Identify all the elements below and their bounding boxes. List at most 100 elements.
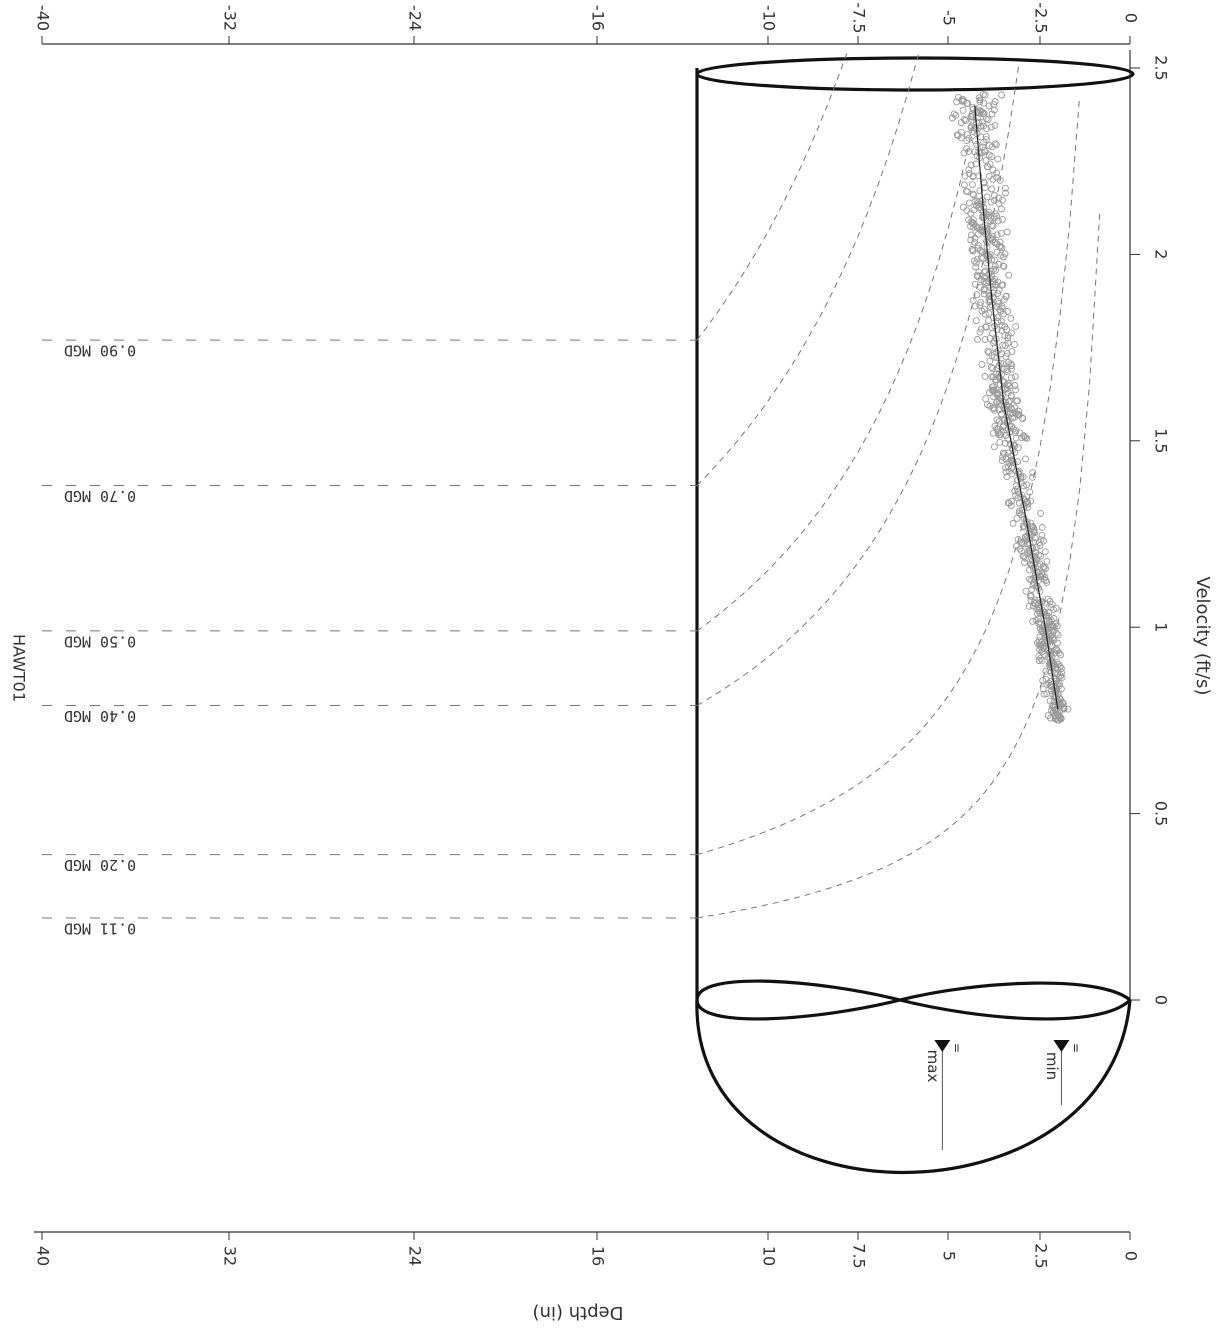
flow-curve-label: 0.40 MGD [64,707,136,725]
data-point [960,181,968,189]
data-point [991,98,999,105]
data-point [1026,546,1033,554]
depth-tick-label-bottom: 32 [221,1246,240,1266]
data-point [963,137,971,145]
level-marker-sublabel: = [950,1043,964,1053]
data-point [994,314,1002,322]
data-point [1039,648,1047,655]
data-point [1001,250,1009,258]
data-point [1042,667,1050,675]
data-point [983,193,991,201]
data-point [1035,657,1043,664]
flow-curve [696,49,849,341]
data-point [1020,515,1028,523]
data-point [977,283,985,291]
data-point [1046,697,1054,705]
data-point [1043,690,1051,698]
data-point [973,223,981,231]
data-point [985,349,993,357]
velocity-tick-label: 0 [1152,995,1171,1005]
data-point [989,166,997,174]
data-point [997,317,1005,325]
data-point [1055,682,1063,690]
data-point [1045,608,1053,616]
data-point [983,259,991,267]
data-point [971,238,979,246]
data-point [959,203,967,211]
data-point [972,160,980,168]
data-point [1022,455,1029,463]
data-point [1024,500,1032,508]
data-point [1004,463,1012,471]
depth-tick-label-bottom: 7.5 [850,1243,869,1268]
data-point [992,141,1000,149]
data-point [1055,711,1063,719]
data-point [1018,547,1026,555]
level-marker-label: max [924,1050,942,1083]
data-point [953,98,961,106]
data-point [1027,519,1035,527]
data-point [968,181,976,189]
data-point [1012,386,1020,394]
depth-tick-label-top: -7.5 [850,2,869,33]
data-point [1036,621,1044,628]
data-point [968,219,976,226]
data-point [1004,499,1012,507]
data-point [1038,638,1046,646]
data-point [979,118,987,126]
data-point [980,227,988,235]
data-point [999,453,1007,461]
data-point [971,280,979,288]
data-point [990,443,998,451]
data-point [1005,417,1013,425]
data-point [981,335,989,343]
data-point [986,298,994,306]
data-point [1038,523,1046,531]
depth-tick-label-top: -5 [940,10,959,26]
pipe-end-ellipse-right [695,56,1135,92]
data-point [1016,545,1024,553]
data-point [1007,329,1015,337]
data-point [1049,708,1057,716]
data-point [987,214,995,222]
data-point [977,107,985,115]
data-point [1036,587,1044,595]
data-point [1047,621,1055,628]
data-point [1030,528,1038,536]
depth-tick-label-top: -16 [589,5,608,31]
data-point [998,91,1006,99]
data-point [978,361,986,368]
depth-tick-label-top: -10 [760,5,779,31]
data-point [1002,353,1010,361]
data-point [992,370,1000,378]
data-point [1042,599,1049,607]
data-point [1040,690,1048,698]
data-point [1036,618,1044,626]
data-point [1039,571,1047,579]
data-point [1002,432,1010,439]
data-point [983,401,991,408]
data-point [1023,498,1031,506]
data-point [976,98,984,106]
data-point [1026,549,1034,557]
data-point [1058,669,1065,677]
data-point [1009,519,1017,527]
data-point [982,395,990,403]
data-point [993,399,1000,407]
data-point [1026,488,1034,496]
flow-curve-label: 0.20 MGD [64,856,136,874]
data-point [991,210,999,218]
data-point [977,325,985,333]
data-point [976,187,984,195]
data-point [969,247,977,255]
data-point [967,112,975,120]
data-point [1039,644,1047,652]
data-point [980,290,988,298]
data-point [989,289,997,297]
data-point [996,238,1004,246]
data-point [960,97,968,105]
data-point [1012,322,1020,330]
data-point [1021,434,1029,442]
data-point [1003,349,1011,357]
data-point [1064,705,1072,713]
